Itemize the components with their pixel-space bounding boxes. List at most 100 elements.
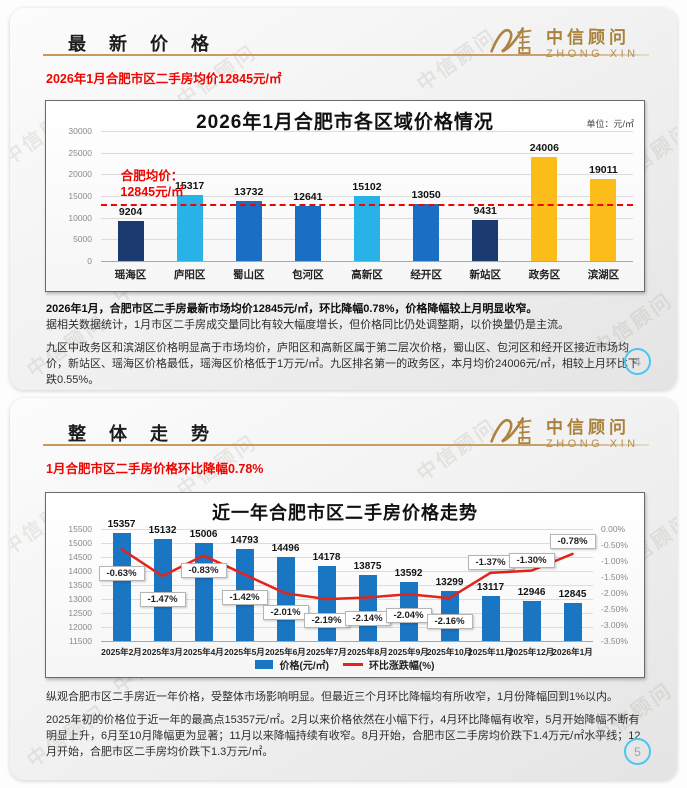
bar-value-label: 13875 [353, 560, 382, 572]
brand-name-cn: 中信顾问 [546, 27, 630, 47]
y-axis-left-tick: 13500 [68, 580, 92, 590]
analysis-paragraph: 纵观合肥市区二手房近一年价格，受整体市场影响明显。但最近三个月环比降幅均有所收窄… [46, 691, 619, 703]
slide2-headline: 1月合肥市区二手房价格环比降幅0.78% [46, 462, 264, 476]
line-point-label: -1.30% [508, 552, 555, 568]
y-axis-right-tick: 0.00% [601, 524, 626, 534]
bar [531, 156, 558, 261]
bar-value-label: 9431 [473, 205, 497, 218]
y-axis-tick: 0 [87, 256, 92, 266]
bar-value-label: 9204 [118, 206, 143, 219]
bar-value-label: 14793 [230, 534, 259, 546]
x-axis-label: 2025年11月 [468, 647, 513, 657]
page-number-badge: 5 [624, 738, 651, 765]
y-axis-left-tick: 13000 [68, 594, 92, 604]
y-axis-tick: 10000 [68, 212, 92, 223]
line-point-label: -2.14% [344, 611, 391, 627]
average-price-label-line2: 12845元/㎡ [120, 184, 184, 199]
y-axis-right-tick: -2.00% [601, 588, 628, 598]
slide1-headline: 2026年1月合肥市区二手房均价12845元/㎡ [46, 72, 282, 86]
x-axis-label: 2025年12月 [508, 647, 555, 657]
chart2-legend: 价格(元/㎡) 环比涨跌幅(%) [46, 657, 644, 672]
gridline [101, 585, 593, 586]
bar-value-label: 15132 [148, 525, 177, 537]
analysis-paragraph: 2026年1月，合肥市区二手房最新市场均价12845元/㎡，环比降幅0.78%，… [46, 302, 646, 334]
y-axis-right-tick: -3.50% [601, 636, 628, 646]
bar [294, 206, 321, 261]
x-axis-label: 蜀山区 [233, 269, 265, 281]
header-divider [43, 444, 649, 446]
bar-value-label: 13050 [411, 189, 441, 202]
x-axis-label: 2025年4月 [183, 647, 224, 657]
analysis-paragraph: 九区中政务区和滨湖区价格明显高于市场均价，庐阳区和高新区属于第二层次价格，蜀山区… [46, 341, 639, 386]
brand-name-en: ZHONG XIN [546, 47, 639, 60]
chart2-plot-area: 11500 12000 12500 13000 13500 14000 14500 15000… [46, 493, 644, 677]
y-axis-tick: 5000 [73, 234, 92, 245]
line-point-label: -2.04% [385, 608, 432, 624]
y-axis-left-tick: 12500 [68, 608, 92, 618]
x-axis-label: 2025年3月 [142, 647, 183, 657]
brand-name-cn: 中信顾问 [546, 417, 630, 437]
line-point-label: -1.37% [467, 554, 514, 570]
bar [235, 201, 262, 261]
average-price-line [101, 204, 633, 207]
line-point-label: -0.63% [98, 566, 145, 582]
y-axis-left-tick: 12000 [68, 622, 92, 632]
x-axis-label: 庐阳区 [173, 269, 206, 281]
y-axis-right-tick: -2.50% [601, 604, 628, 614]
bar [590, 178, 617, 261]
bar [354, 195, 380, 261]
analysis-sub-line: 据相关数据统计，1月市区二手房成交量同比有较大幅度增长，但价格同比仍处调整期，以… [46, 318, 570, 331]
y-axis-left-tick: 14000 [68, 566, 92, 576]
mom-change-line [120, 547, 574, 601]
gridline [101, 261, 633, 262]
legend-bar-swatch [255, 660, 274, 669]
x-axis-label: 新站区 [469, 269, 501, 281]
analysis-paragraph: 2025年初的价格位于近一年的最高点15357元/㎡。2月以来价格依然在小幅下行… [46, 713, 641, 758]
gridline [101, 529, 593, 530]
legend-line-label: 环比涨跌幅(%) [368, 661, 435, 672]
line-point-label: -0.78% [549, 533, 596, 549]
header-divider [43, 54, 649, 56]
gridline [101, 571, 593, 572]
bar-value-label: 13299 [435, 576, 464, 588]
line-point-label: -0.83% [180, 562, 227, 578]
zhongxin-logo: 中信顾问 ZHONG XIN [488, 22, 639, 60]
brand-name-en: ZHONG XIN [546, 437, 639, 450]
brand-logo-text: 中信顾问 ZHONG XIN [546, 413, 639, 450]
y-axis-tick: 15000 [68, 191, 92, 201]
y-axis-tick: 30000 [68, 126, 92, 136]
y-axis-right-tick: -1.50% [601, 572, 628, 582]
gridline [101, 174, 633, 176]
y-axis-tick: 20000 [68, 169, 92, 180]
x-axis-label: 政务区 [528, 269, 561, 281]
y-axis-left-tick: 15500 [68, 524, 92, 534]
yearly-trend-chart: 近一年合肥市区二手房价格走势 11500 12000 12500 13000 13500… [45, 492, 645, 678]
bar-value-label: 19011 [589, 163, 618, 176]
average-price-label-line1: 合肥均价： [120, 169, 184, 184]
x-axis-label: 2025年7月 [306, 647, 347, 657]
line-point-label: -2.01% [262, 605, 309, 621]
gridline [101, 152, 633, 154]
bar [117, 221, 144, 261]
x-axis-label: 2025年8月 [347, 647, 388, 657]
x-axis-label: 2025年5月 [224, 647, 265, 657]
bar-value-label: 14178 [312, 552, 341, 564]
x-axis-label: 2026年1月 [552, 647, 593, 657]
bar-value-label: 15006 [189, 528, 218, 540]
slide1-analysis: 2026年1月，合肥市区二手房最新市场均价12845元/㎡，环比降幅0.78%，… [46, 302, 646, 390]
gridline [101, 543, 593, 544]
bar-value-label: 15102 [352, 180, 382, 193]
legend-bar-label: 价格(元/㎡) [279, 661, 329, 672]
line-point-label: -1.47% [139, 592, 186, 608]
slide2-analysis: 纵观合肥市区二手房近一年价格，受整体市场影响明显。但最近三个月环比降幅均有所收窄… [46, 690, 646, 768]
average-price-label: 合肥均价： 12845元/㎡ [104, 169, 200, 200]
bar [522, 600, 541, 641]
analysis-key-line: 2026年1月，合肥市区二手房最新市场均价12845元/㎡，环比降幅0.78%，… [46, 303, 538, 315]
bar [481, 595, 500, 641]
brand-logo-mark [490, 417, 532, 444]
bar-value-label: 12946 [517, 586, 546, 598]
gridline [101, 557, 593, 558]
chart1-title: 2026年1月合肥市各区域价格情况 [196, 112, 494, 133]
bar-value-label: 13117 [476, 581, 505, 593]
bar-value-label: 24006 [529, 141, 559, 154]
